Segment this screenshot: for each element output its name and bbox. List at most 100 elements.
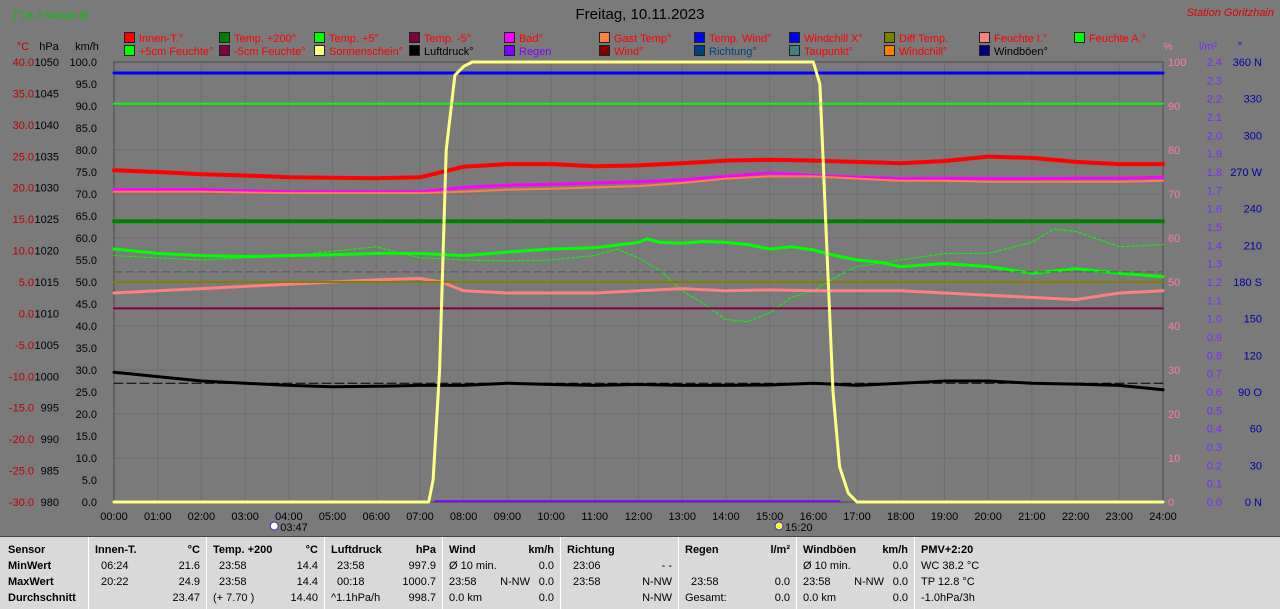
right-axis-tick-label: 210 <box>1244 240 1262 252</box>
legend-item[interactable]: Windböen° <box>979 45 1048 58</box>
stats-column-title: Wind <box>449 544 476 556</box>
x-tick-label: 05:00 <box>319 511 347 523</box>
left-axis-tick-label: 10.0 <box>13 246 34 258</box>
series-line <box>112 237 1165 279</box>
stats-column: Innen-T. °C 06:24 21.6 20:22 24.9 23.47 <box>88 537 206 609</box>
left-axis-tick-label: 1020 <box>35 246 59 258</box>
stats-time: 20:22 <box>101 576 129 588</box>
legend-item[interactable]: Bad° <box>504 32 543 45</box>
left-axis-tick-label: -15.0 <box>9 403 34 415</box>
legend-swatch <box>789 32 800 43</box>
right-axis-tick-label: 1.8 <box>1207 167 1222 179</box>
right-axis-tick-label: 1.0 <box>1207 314 1222 326</box>
x-tick-label: 00:00 <box>100 511 128 523</box>
right-axis-tick-label: 180 S <box>1233 277 1262 289</box>
legend-item[interactable]: Feuchte I.° <box>979 32 1047 45</box>
x-tick-label: 12:00 <box>625 511 653 523</box>
chart-title: Freitag, 10.11.2023 <box>575 6 705 23</box>
stats-column: Wind km/h Ø 10 min. 0.0 23:58 N-NW 0.0 0.0 km 0.… <box>442 537 560 609</box>
stats-time: 0.0 km <box>803 592 837 604</box>
stats-value: 14.4 <box>296 560 318 572</box>
legend-item[interactable]: Richtung° <box>694 45 757 58</box>
stats-time: ^1.1hPa/h <box>331 592 381 604</box>
legend-swatch <box>124 45 135 56</box>
legend-item[interactable]: Innen-T.° <box>124 32 183 45</box>
legend-item[interactable]: Temp. +5° <box>314 32 379 45</box>
left-axis-tick-label: 40.0 <box>13 57 34 69</box>
x-tick-label: 17:00 <box>843 511 871 523</box>
stats-row-label: MinWert <box>8 560 52 572</box>
stats-column-title: Luftdruck <box>331 544 382 556</box>
right-axis-tick-label: 0.5 <box>1207 405 1222 417</box>
series-line <box>112 370 1165 392</box>
statistics-panel: Sensor MinWert MaxWert Durchschnitt Innen-T.… <box>0 536 1280 609</box>
legend-item[interactable]: Regen <box>504 45 551 58</box>
stats-time: 23:58 <box>449 576 477 588</box>
x-tick-label: 16:00 <box>800 511 828 523</box>
legend-item[interactable]: Temp. -5° <box>409 32 471 45</box>
legend-swatch <box>789 45 800 56</box>
monthly-average-toggle[interactable]: 6.7 Monat-Ø <box>14 10 88 22</box>
right-axis-tick-label: 2.4 <box>1207 57 1222 69</box>
legend-swatch <box>409 32 420 43</box>
legend-label: Temp. Wind° <box>709 33 772 45</box>
stats-column-title: PMV+2:20 <box>921 544 974 556</box>
left-axis-tick-label: 80.0 <box>76 145 97 157</box>
legend-label: +5cm Feuchte° <box>139 46 214 58</box>
legend-item[interactable]: Diff Temp. <box>884 32 948 45</box>
legend-item[interactable]: Windchill X° <box>789 32 863 45</box>
stats-time: 06:24 <box>101 560 129 572</box>
legend-item[interactable]: Luftdruck° <box>409 45 474 58</box>
series-line <box>112 171 1165 194</box>
right-axis-tick-label: 150 <box>1244 314 1262 326</box>
checkbox-icon <box>14 11 23 20</box>
legend-label: Windchill X° <box>804 33 863 45</box>
left-axis-tick-label: 1010 <box>35 308 59 320</box>
right-axis-tick-label: 0.2 <box>1207 460 1222 472</box>
left-axis-unit: km/h <box>75 41 99 53</box>
left-axis-tick-label: 995 <box>41 403 59 415</box>
stats-time: 0.0 km <box>449 592 483 604</box>
stats-column-unit: °C <box>305 544 318 556</box>
legend-item[interactable]: -5cm Feuchte° <box>219 45 306 58</box>
right-axis-tick-label: 0 N <box>1245 497 1262 509</box>
left-axis-tick-label: 55.0 <box>76 255 97 267</box>
left-axis-tick-label: 35.0 <box>76 343 97 355</box>
stats-value: 0.0 <box>774 576 790 588</box>
legend-item[interactable]: Feuchte A.° <box>1074 32 1146 45</box>
left-axis-tick-label: 10.0 <box>76 453 97 465</box>
legend-swatch <box>409 45 420 56</box>
series-line <box>112 60 1165 504</box>
right-axis-tick-label: 2.2 <box>1207 94 1222 106</box>
legend-item[interactable]: Gast Temp° <box>599 32 671 45</box>
left-axis-tick-label: 40.0 <box>76 321 97 333</box>
legend-item[interactable]: Temp. Wind° <box>694 32 771 45</box>
right-axis-tick-label: 2.3 <box>1207 75 1222 87</box>
stats-value: 998.7 <box>408 592 436 604</box>
legend-swatch <box>219 32 230 43</box>
right-axis-tick-label: 0.8 <box>1207 350 1222 362</box>
left-axis-tick-label: 95.0 <box>76 79 97 91</box>
right-axis-tick-label: 0.3 <box>1207 442 1222 454</box>
left-axis-tick-label: 100.0 <box>69 57 97 69</box>
legend-swatch <box>1074 32 1085 43</box>
left-axis-unit: hPa <box>39 41 59 53</box>
stats-column-unit: km/h <box>882 544 908 556</box>
right-axis-tick-label: 60 <box>1168 233 1180 245</box>
legend-item[interactable]: Temp. +200° <box>219 32 296 45</box>
legend-item[interactable]: Taupunkt° <box>789 45 853 58</box>
left-axis-tick-label: 25.0 <box>13 151 34 163</box>
x-tick-label: 15:00 <box>756 511 784 523</box>
x-tick-label: 11:00 <box>581 511 608 523</box>
series-line <box>112 154 1165 181</box>
legend-item[interactable]: Sonnenschein° <box>314 45 403 58</box>
legend-item[interactable]: Wind° <box>599 45 643 58</box>
legend-item[interactable]: +5cm Feuchte° <box>124 45 213 58</box>
stats-time: (+ 7.70 ) <box>213 592 255 604</box>
right-axis-tick-label: 1.5 <box>1207 222 1222 234</box>
legend-item[interactable]: Windchill° <box>884 45 947 58</box>
stats-time: WC 38.2 °C <box>921 560 980 572</box>
x-tick-label: 14:00 <box>712 511 740 523</box>
series-line <box>113 175 1164 195</box>
left-axis-tick-label: 20.0 <box>76 409 97 421</box>
